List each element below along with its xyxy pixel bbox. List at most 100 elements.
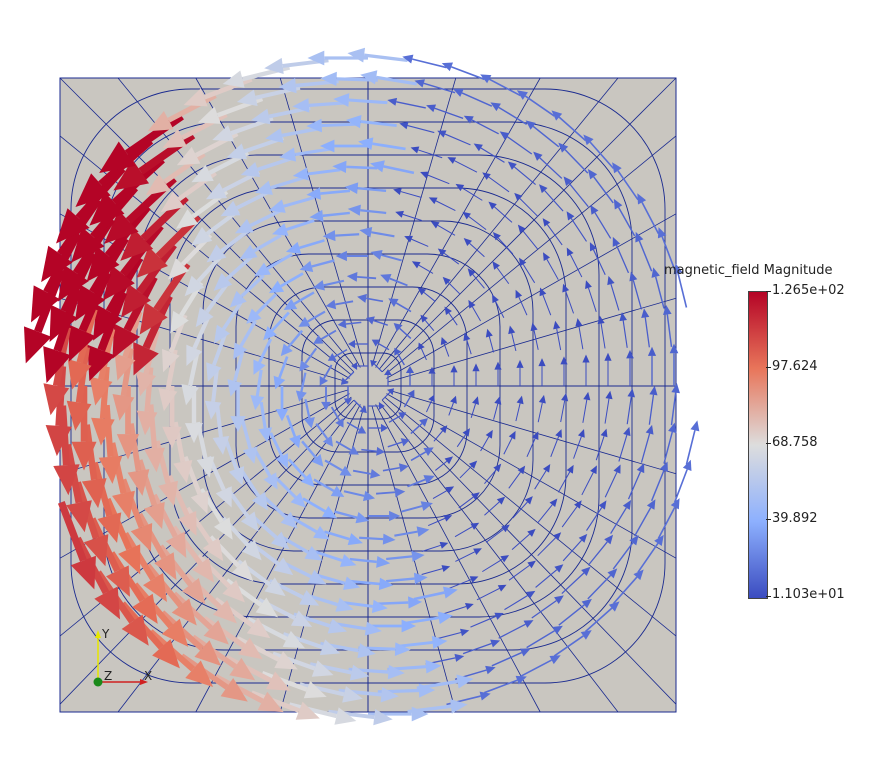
field-arrow-head — [91, 417, 115, 446]
field-arrow-head — [402, 54, 414, 64]
field-arrow-shaft — [654, 276, 665, 309]
field-arrow-head — [673, 263, 683, 275]
field-arrow-shaft — [233, 351, 245, 382]
field-arrow-head — [494, 612, 504, 620]
field-arrow-head — [387, 664, 405, 680]
field-arrow-head — [268, 280, 285, 294]
field-arrow-head — [439, 541, 449, 549]
field-arrow-head — [275, 453, 288, 469]
field-arrow-shaft — [533, 330, 539, 350]
field-arrow-shaft — [531, 600, 557, 619]
field-arrow-head — [462, 428, 470, 437]
field-arrow-head — [347, 533, 363, 546]
field-arrow-head — [538, 394, 546, 404]
field-arrow-shaft — [418, 264, 434, 274]
field-arrow-head — [206, 362, 222, 382]
field-arrow-shaft — [524, 95, 555, 117]
field-arrow-shaft — [503, 437, 513, 455]
field-arrow-head — [428, 394, 435, 403]
field-arrow-head — [162, 348, 180, 373]
field-arrow-shaft — [458, 496, 474, 509]
field-arrow-head — [351, 362, 358, 370]
field-arrow-shaft — [382, 466, 400, 472]
field-arrow-head — [170, 310, 189, 334]
field-arrow-shaft — [615, 244, 630, 274]
field-arrow-shaft — [377, 601, 409, 606]
field-arrow-head — [387, 388, 395, 396]
field-arrow-head — [607, 568, 618, 579]
field-arrow-head — [380, 423, 388, 433]
field-arrow-shaft — [558, 604, 585, 626]
field-arrow-shaft — [253, 233, 282, 253]
field-arrow-shaft — [587, 574, 612, 600]
field-arrow-head — [240, 511, 259, 532]
field-arrow-shaft — [395, 302, 412, 313]
field-arrow-shaft — [673, 469, 688, 503]
field-arrow-shaft — [427, 174, 450, 185]
field-arrow-head — [320, 71, 337, 86]
field-arrow-shaft — [418, 149, 443, 159]
field-arrow-head — [311, 660, 334, 677]
field-arrow-head — [365, 316, 375, 325]
field-arrow-shaft — [373, 319, 389, 326]
field-arrow-head — [307, 50, 325, 66]
field-arrow-shaft — [323, 364, 333, 379]
field-arrow-head — [347, 204, 361, 216]
field-arrow-shaft — [320, 189, 351, 195]
field-arrow-shaft — [443, 343, 450, 357]
field-arrow-shaft — [99, 366, 110, 419]
field-arrow-head — [177, 510, 197, 536]
field-arrow-shaft — [456, 434, 466, 448]
field-arrow-shaft — [506, 136, 533, 155]
field-arrow-head — [98, 456, 123, 484]
field-arrow-head — [627, 388, 636, 398]
field-arrow-head — [292, 167, 309, 181]
field-arrow-head — [460, 628, 470, 637]
field-arrow-head — [490, 102, 501, 112]
field-arrow-head — [311, 454, 324, 467]
field-arrow-head — [186, 344, 203, 367]
field-arrow-head — [589, 242, 597, 252]
field-arrow-shaft — [480, 436, 490, 452]
field-arrow-head — [104, 210, 139, 244]
field-arrow-shaft — [581, 472, 594, 496]
field-arrow-shaft — [455, 551, 475, 562]
field-arrow-shaft — [556, 328, 562, 351]
field-arrow-shaft — [299, 682, 345, 697]
field-arrow-head — [440, 336, 448, 346]
field-arrow-head — [552, 532, 562, 541]
field-arrow-head — [607, 275, 615, 286]
field-arrow-head — [344, 182, 359, 195]
field-arrow-head — [376, 446, 385, 456]
field-arrow-head — [437, 130, 447, 138]
field-arrow-head — [423, 475, 435, 485]
field-arrow-shaft — [564, 149, 589, 174]
field-arrow-head — [139, 302, 168, 335]
field-arrow-shaft — [578, 325, 584, 350]
field-arrow-shaft — [287, 458, 307, 479]
field-arrow-head — [273, 375, 286, 390]
field-arrow-head — [120, 228, 154, 261]
field-arrow-shaft — [259, 401, 267, 429]
mesh-spoke — [387, 297, 677, 383]
field-arrow-shaft — [600, 323, 606, 349]
mesh-spoke — [59, 399, 355, 705]
field-arrow-head — [371, 339, 380, 347]
field-arrow-head — [263, 472, 278, 490]
field-arrow-head — [488, 201, 497, 210]
field-arrow-head — [577, 428, 585, 438]
field-arrow-head — [346, 272, 358, 282]
field-arrow-shaft — [360, 120, 397, 128]
field-arrow-shaft — [196, 553, 232, 589]
field-arrow-shaft — [677, 273, 688, 308]
field-arrow-shaft — [428, 517, 446, 527]
field-arrow-head — [171, 598, 197, 626]
field-arrow-head — [205, 182, 228, 200]
field-arrow-head — [508, 325, 516, 335]
field-arrow-head — [321, 505, 338, 519]
field-arrow-head — [418, 342, 425, 351]
field-arrow-shaft — [257, 156, 295, 172]
colorbar-min-label: 1.103e+01 — [772, 587, 845, 602]
